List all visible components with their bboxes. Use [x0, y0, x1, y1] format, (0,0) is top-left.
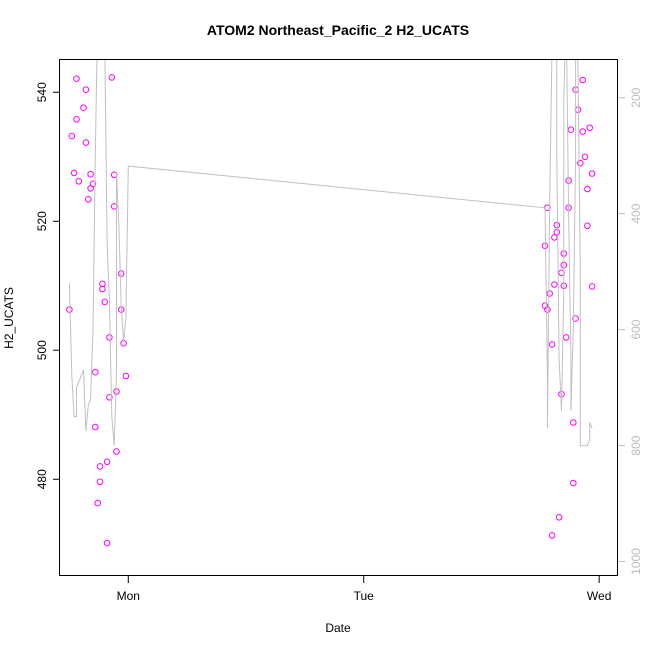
x-tick-label: Mon — [117, 589, 140, 603]
data-point — [106, 394, 113, 401]
data-point — [548, 341, 556, 348]
right-y-tick-label: 600 — [629, 319, 643, 339]
data-point — [579, 76, 587, 84]
data-point — [75, 178, 83, 185]
y-tick-label: 480 — [35, 469, 49, 489]
data-point — [70, 169, 78, 177]
data-point — [579, 128, 587, 135]
data-point — [588, 170, 596, 177]
data-point — [106, 334, 113, 341]
data-point — [570, 479, 577, 487]
x-tick-label: Tue — [354, 589, 375, 603]
data-point — [68, 132, 76, 140]
data-point — [89, 180, 97, 188]
series-line — [68, 60, 593, 447]
data-point — [66, 306, 73, 313]
x-tick-label: Wed — [587, 589, 611, 603]
data-point — [82, 86, 90, 93]
data-point — [570, 419, 577, 426]
data-point — [92, 423, 99, 431]
data-point — [80, 104, 87, 111]
data-point — [586, 124, 594, 131]
data-point — [553, 221, 561, 229]
right-y-tick-label: 200 — [629, 87, 643, 107]
data-point — [108, 74, 116, 81]
data-point — [588, 283, 596, 290]
data-point — [92, 368, 99, 376]
data-point — [96, 463, 104, 470]
data-point — [99, 280, 106, 288]
data-point — [572, 315, 579, 322]
data-point — [555, 514, 563, 521]
data-point — [87, 170, 94, 178]
right-y-tick-label: 400 — [629, 203, 643, 223]
chart-title: ATOM2 Northeast_Pacific_2 H2_UCATS — [207, 22, 469, 38]
data-point — [558, 269, 565, 277]
data-point — [82, 139, 90, 146]
data-point — [548, 532, 556, 539]
plot-layer — [66, 60, 596, 547]
plot-box — [59, 59, 618, 576]
data-point — [96, 478, 104, 486]
right-y-axis: 200 400 600 800 1000 — [618, 87, 643, 575]
data-point — [73, 116, 80, 123]
right-y-tick-label: 1000 — [629, 548, 643, 575]
data-point — [546, 290, 554, 297]
data-point — [567, 126, 575, 133]
data-point — [113, 388, 120, 395]
x-axis: Mon Tue Wed — [117, 576, 611, 603]
data-point — [103, 458, 111, 466]
y-tick-label: 540 — [35, 82, 49, 102]
data-point — [544, 306, 551, 313]
x-axis-label: Date — [325, 621, 351, 635]
data-point — [94, 499, 101, 507]
data-point — [562, 334, 570, 341]
data-point — [551, 234, 558, 241]
y-tick-label: 500 — [35, 340, 49, 360]
data-point — [577, 159, 584, 167]
data-point — [581, 153, 589, 161]
data-point — [584, 222, 591, 230]
data-point — [553, 228, 561, 236]
data-point — [584, 185, 591, 193]
data-point — [101, 298, 108, 306]
y-tick-label: 520 — [35, 211, 49, 231]
y-axis-label: H2_UCATS — [2, 287, 16, 349]
data-point — [117, 270, 125, 277]
y-axis: 480 500 520 540 — [35, 82, 60, 489]
data-point — [122, 372, 130, 380]
data-point — [73, 75, 80, 82]
data-point — [551, 281, 558, 288]
data-point — [113, 448, 120, 455]
data-point — [103, 539, 111, 547]
right-y-tick-label: 800 — [629, 435, 643, 455]
data-point — [85, 196, 92, 203]
data-point — [541, 242, 549, 250]
